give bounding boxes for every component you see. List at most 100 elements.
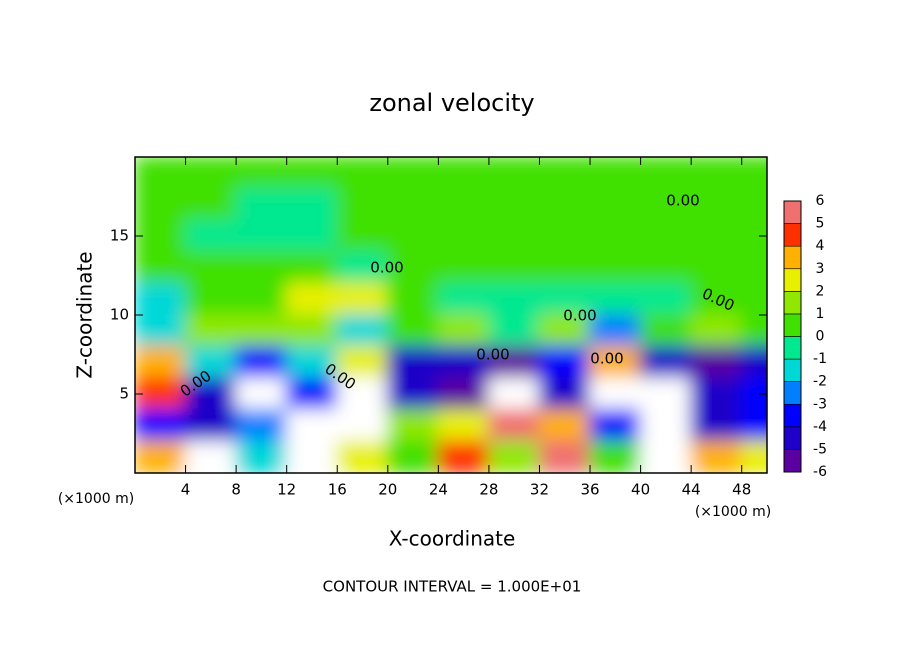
field-cell [135, 377, 187, 411]
colorbar-label: 4 [816, 238, 825, 254]
field-cell [336, 187, 389, 222]
y-tick-label: 5 [119, 385, 129, 403]
y-tick-label: 15 [110, 227, 129, 245]
field-cell [690, 345, 743, 380]
field-cell [589, 345, 642, 380]
field-cell [135, 408, 187, 443]
field-cell [336, 440, 389, 473]
x-tick-label: 40 [631, 481, 650, 499]
field-cell [285, 219, 339, 253]
field-cell [386, 408, 440, 443]
field-cell [538, 314, 592, 348]
field-cell [184, 219, 238, 253]
field-cell [437, 282, 490, 316]
colorbar-label: 2 [816, 283, 825, 299]
colorbar-label: -6 [813, 464, 827, 480]
colorbar-label: -1 [813, 351, 827, 367]
contour-label: 0.00 [370, 259, 403, 277]
field-cell [135, 187, 187, 222]
field-cell [336, 345, 389, 380]
field-cell [135, 314, 187, 348]
field-cell [639, 219, 693, 253]
colorbar-band [783, 449, 802, 473]
field-cell [690, 219, 743, 253]
x-tick-label: 16 [328, 481, 347, 499]
colorbar-label: 0 [816, 329, 825, 345]
field-cell [386, 250, 440, 285]
field-cell [184, 377, 238, 411]
field-cell [336, 157, 389, 190]
field-cell [184, 440, 238, 473]
field-cell [235, 187, 288, 222]
colorbar-label: 5 [816, 216, 825, 232]
field-cell [538, 157, 592, 190]
field-cell [285, 250, 339, 285]
field-cell [690, 282, 743, 316]
field-cell [690, 157, 743, 190]
field-cell [285, 440, 339, 473]
field-cell [690, 250, 743, 285]
field-cell [538, 219, 592, 253]
field-cell [589, 187, 642, 222]
y-tick-label: 10 [110, 306, 129, 324]
footer-note: CONTOUR INTERVAL = 1.000E+01 [323, 578, 582, 596]
contour-label: 0.00 [476, 346, 509, 364]
field-cell [285, 187, 339, 222]
field-cells [135, 157, 767, 473]
field-cell [437, 187, 490, 222]
field-cell [184, 157, 238, 190]
field-cell [437, 314, 490, 348]
field-cell [386, 314, 440, 348]
field-cell [386, 187, 440, 222]
field-cell [386, 440, 440, 473]
x-unit-label: (×1000 m) [695, 504, 771, 520]
field-cell [740, 250, 767, 285]
field-cell [386, 219, 440, 253]
field-cell [285, 157, 339, 190]
field-cell [135, 219, 187, 253]
field-cell [740, 187, 767, 222]
overlay: 4 8 12 16 20 24 28 32 36 40 44 48510150.000.000.000… [110, 156, 827, 499]
field-cell [639, 440, 693, 473]
field-cell [386, 345, 440, 380]
field-cell [437, 408, 490, 443]
colorbar-band [783, 245, 802, 270]
field-cell [336, 250, 389, 285]
field-cell [184, 250, 238, 285]
field-cell [538, 250, 592, 285]
colorbar-band [783, 291, 802, 315]
colorbar-label: -5 [813, 441, 827, 457]
colorbar-label: 3 [816, 261, 825, 277]
colorbar-band [783, 268, 802, 292]
field-cell [639, 157, 693, 190]
x-tick-label: 36 [580, 481, 599, 499]
field-cell [690, 440, 743, 473]
field-cell [285, 408, 339, 443]
field-cell [235, 219, 288, 253]
contour-label: 0.00 [666, 192, 699, 210]
field-cell [589, 157, 642, 190]
field-cell [740, 408, 767, 443]
field-cell [336, 219, 389, 253]
field-cell [184, 282, 238, 316]
x-tick-label: 20 [378, 481, 397, 499]
y-axis-label: Z-coordinate [73, 251, 97, 378]
field-cell [589, 219, 642, 253]
x-tick-label: 28 [479, 481, 498, 499]
field-cell [690, 408, 743, 443]
field-cell [538, 345, 592, 380]
field-cell [589, 282, 642, 316]
field-cell [589, 408, 642, 443]
field-cell [285, 377, 339, 411]
field-cell [589, 440, 642, 473]
field-cell [135, 282, 187, 316]
colorbar-band [783, 403, 802, 428]
field-cell [589, 250, 642, 285]
field-cell [285, 282, 339, 316]
field-cell [285, 345, 339, 380]
field-cell [690, 314, 743, 348]
field-cell [437, 440, 490, 473]
field-cell [589, 377, 642, 411]
field-cell [690, 377, 743, 411]
